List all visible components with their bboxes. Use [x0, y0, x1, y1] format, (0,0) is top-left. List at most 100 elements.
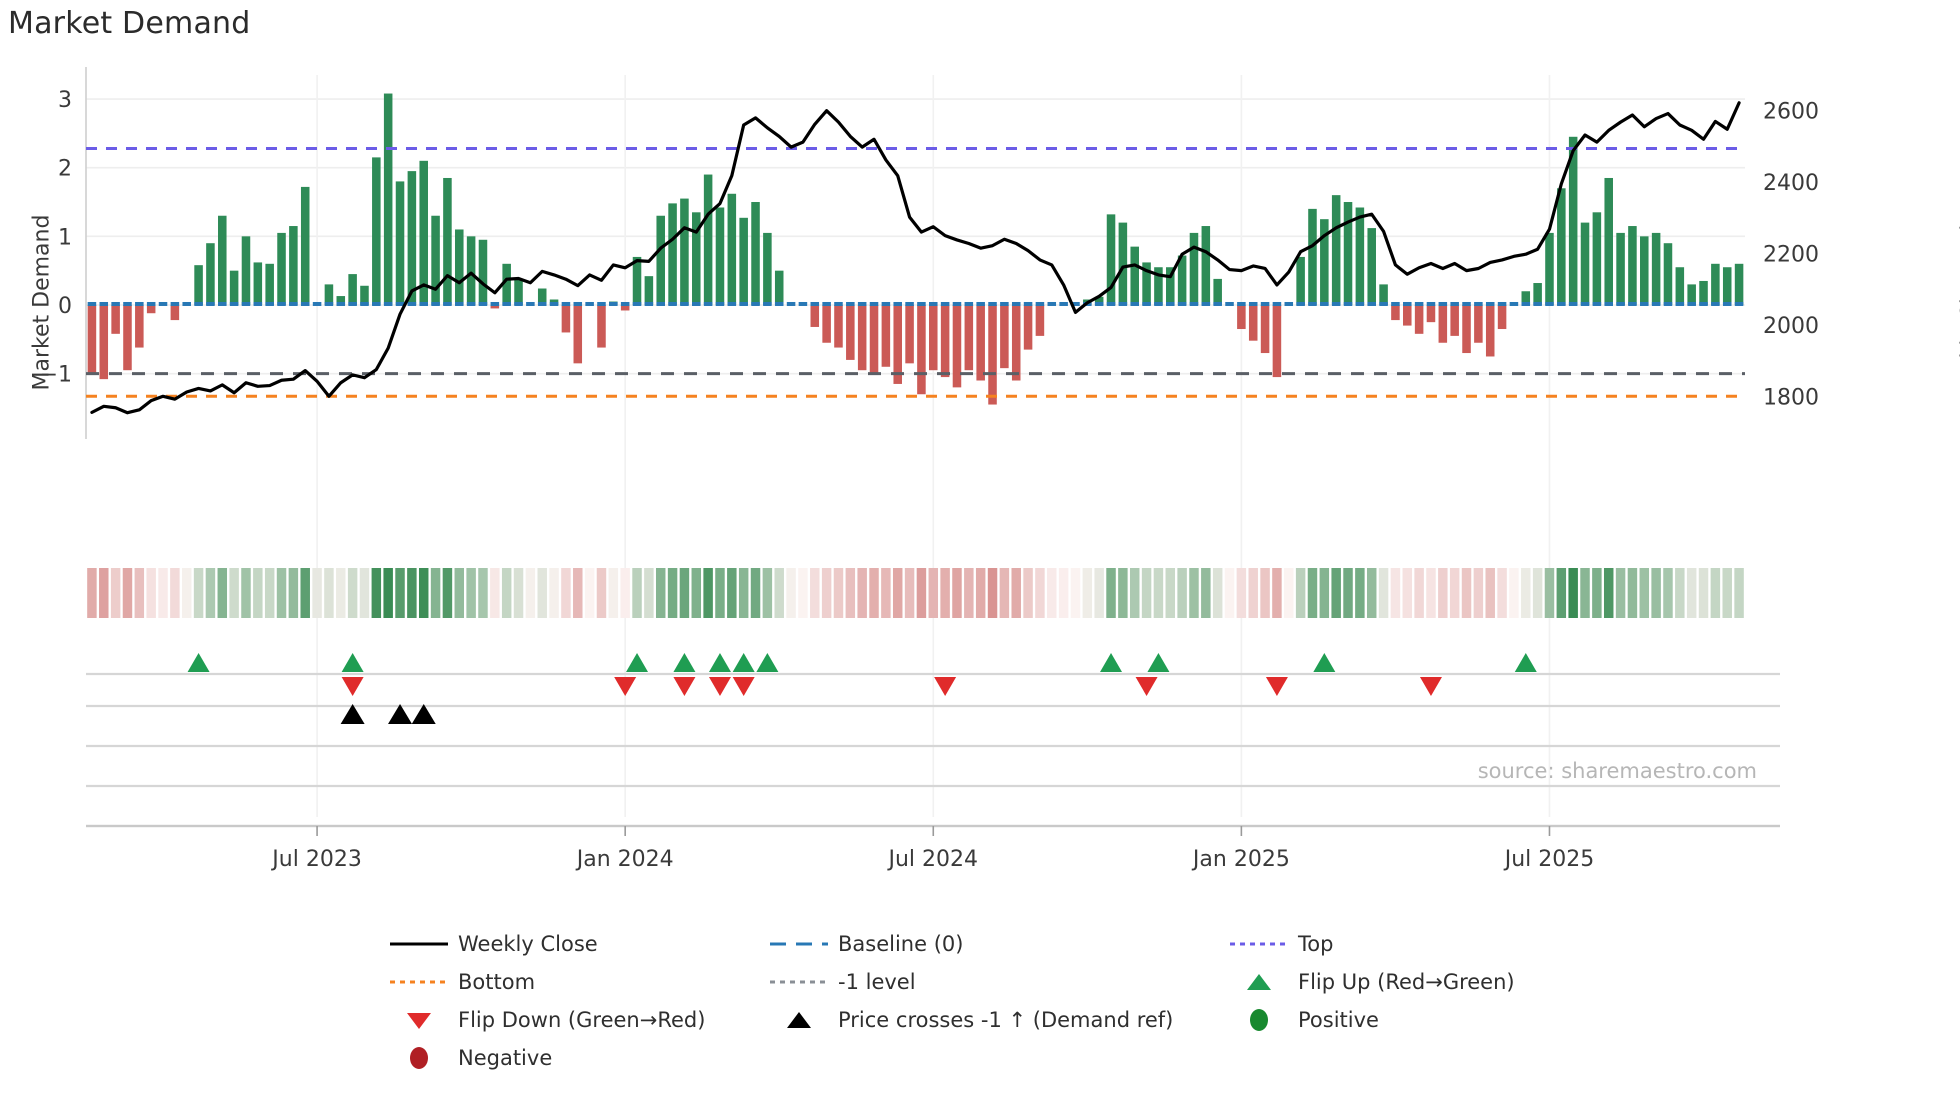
demand-bar [1308, 208, 1317, 305]
heat-strip-cell [762, 568, 773, 618]
line-dotted-gray-icon [760, 969, 838, 995]
legend-item-flip-up[interactable]: Flip Up (Red→Green) [1220, 963, 1640, 1001]
demand-bar [822, 304, 831, 343]
flip-up-marker [1514, 653, 1537, 672]
baseline-cap [1177, 301, 1187, 306]
baseline-cap [668, 301, 677, 306]
heat-strip-cell [833, 568, 844, 618]
demand-bar [1640, 236, 1649, 305]
heat-strip-cell [1260, 568, 1270, 618]
demand-bar [383, 93, 393, 305]
heat-strip-cell [1011, 568, 1021, 618]
price-cross-marker [340, 704, 365, 724]
demand-bar [1485, 304, 1495, 357]
legend-item-weekly-close[interactable]: Weekly Close [380, 925, 760, 963]
demand-bar [846, 304, 855, 360]
baseline-cap [1379, 301, 1388, 306]
heat-strip-cell [513, 568, 524, 618]
baseline-cap [1604, 301, 1613, 306]
baseline-cap [1023, 301, 1033, 306]
baseline-cap [905, 301, 914, 306]
demand-bar [395, 181, 405, 305]
flip-down-marker [614, 677, 637, 696]
heat-strip-cell [324, 568, 334, 618]
legend-item-baseline[interactable]: Baseline (0) [760, 925, 1220, 963]
baseline-cap [1355, 301, 1365, 306]
demand-bar [1462, 304, 1471, 354]
demand-bar [1414, 304, 1424, 334]
heat-strip-cell [217, 568, 228, 618]
baseline-cap [1011, 301, 1021, 306]
demand-bar [1237, 304, 1246, 330]
baseline-cap [1260, 301, 1270, 306]
heat-strip-cell [1201, 568, 1211, 618]
legend-item-bottom[interactable]: Bottom [380, 963, 760, 1001]
legend-item-price-crosses[interactable]: Price crosses -1 ↑ (Demand ref) [760, 1001, 1220, 1039]
legend-label: Price crosses -1 ↑ (Demand ref) [838, 1008, 1174, 1032]
source-attribution: source: sharemaestro.com [1478, 759, 1757, 783]
demand-bar [111, 304, 120, 334]
heat-strip-cell [952, 568, 962, 618]
demand-bar [1521, 291, 1531, 305]
demand-bar [1545, 232, 1554, 305]
legend-label: Bottom [458, 970, 536, 994]
legend-item-minus-one-level[interactable]: -1 level [760, 963, 1220, 1001]
baseline-cap [87, 301, 97, 306]
heat-strip-cell [525, 568, 536, 618]
demand-bar [1331, 195, 1341, 305]
baseline-cap [609, 301, 618, 306]
flip-up-marker [341, 653, 364, 672]
baseline-cap [715, 301, 725, 306]
heat-strip-cell [1355, 568, 1365, 618]
heat-strip-cell [1627, 568, 1638, 618]
baseline-cap [1474, 301, 1483, 306]
demand-bar [763, 232, 772, 305]
baseline-cap [1568, 301, 1578, 306]
baseline-cap [1640, 301, 1649, 306]
legend-item-positive[interactable]: Positive [1220, 1001, 1640, 1039]
heat-strip-cell [1165, 568, 1176, 618]
baseline-cap [656, 301, 665, 306]
heat-strip-cell [1248, 568, 1258, 618]
heat-strip-cell [1035, 568, 1045, 618]
baseline-cap [135, 301, 144, 306]
legend-item-negative[interactable]: Negative [380, 1039, 760, 1077]
demand-bar [1663, 243, 1673, 305]
heat-strip-cell [312, 568, 322, 618]
demand-bar [739, 217, 748, 305]
heat-strip-cell [857, 568, 867, 618]
legend-item-flip-down[interactable]: Flip Down (Green→Red) [380, 1001, 760, 1039]
heat-strip-cell [786, 568, 796, 618]
flip-up-marker [1313, 653, 1336, 672]
heat-strip-cell [193, 568, 204, 618]
baseline-cap [229, 301, 239, 306]
heat-strip-cell [916, 568, 927, 618]
heat-strip-cell [1639, 568, 1650, 618]
heat-strip-cell [715, 568, 725, 618]
demand-bar [123, 304, 132, 371]
demand-bar [1722, 267, 1732, 305]
heat-strip-cell [679, 568, 690, 618]
heat-strip-cell [383, 568, 393, 618]
y-axis-right-tick: 2200 [1763, 243, 1819, 268]
baseline-cap [1438, 301, 1448, 306]
heat-strip-cell [229, 568, 239, 618]
legend-item-top[interactable]: Top [1220, 925, 1640, 963]
line-dotted-purple-icon [1220, 931, 1298, 957]
heat-strip-cell [1106, 568, 1116, 618]
baseline-cap [146, 301, 156, 306]
x-axis-tick-label: Jan 2025 [1191, 847, 1290, 872]
baseline-cap [1426, 301, 1436, 306]
baseline-cap [869, 301, 879, 306]
heat-strip-cell [371, 568, 382, 618]
baseline-cap [680, 301, 689, 306]
baseline-cap [644, 301, 654, 306]
heat-strip-cell [1532, 568, 1543, 618]
baseline-cap [1485, 301, 1495, 306]
baseline-cap [265, 301, 274, 306]
heat-strip-cell [975, 568, 986, 618]
heat-strip-cell [407, 568, 417, 618]
baseline-cap [218, 301, 227, 306]
heat-strip-cell [442, 568, 453, 618]
baseline-cap [526, 301, 535, 306]
